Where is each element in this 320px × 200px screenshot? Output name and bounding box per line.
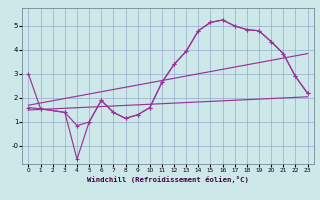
X-axis label: Windchill (Refroidissement éolien,°C): Windchill (Refroidissement éolien,°C) [87, 176, 249, 183]
